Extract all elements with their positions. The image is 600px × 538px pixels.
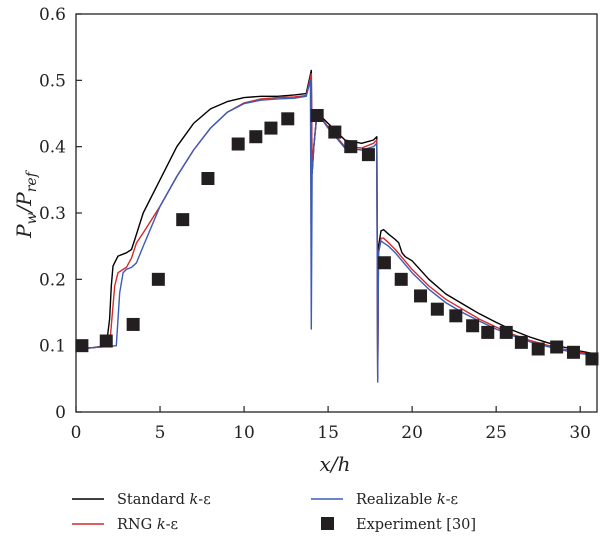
legend-label: Standard k-ε bbox=[117, 492, 211, 508]
legend-label: Realizable k-ε bbox=[356, 492, 458, 508]
x-tick-label: 20 bbox=[401, 423, 423, 443]
legend: Standard k-ε RNG k-ε Realizable k-ε Experim… bbox=[72, 492, 476, 533]
experiment-point bbox=[566, 345, 580, 359]
experiment-point bbox=[361, 148, 375, 162]
y-axis-label: Pw/Pref bbox=[12, 169, 40, 239]
experiment-point bbox=[449, 309, 463, 323]
experiment-point bbox=[249, 130, 263, 144]
x-tick-label: 10 bbox=[233, 423, 255, 443]
y-axis-label-sub-w: w bbox=[24, 212, 40, 224]
experiment-point bbox=[201, 172, 215, 186]
legend-item-3: Experiment [30] bbox=[321, 517, 476, 533]
x-tick-label: 0 bbox=[71, 423, 82, 443]
y-tick-label: 0.2 bbox=[39, 270, 66, 290]
legend-label: RNG k-ε bbox=[117, 517, 178, 533]
experiment-point bbox=[430, 302, 444, 316]
experiment-point bbox=[466, 319, 480, 333]
experiment-point bbox=[231, 137, 245, 151]
experiment-point bbox=[394, 272, 408, 286]
experiment-point bbox=[176, 213, 190, 227]
y-tick-label: 0.5 bbox=[39, 71, 66, 91]
x-tick-label: 5 bbox=[155, 423, 166, 443]
experiment-point bbox=[126, 317, 140, 331]
y-axis-label-base: P bbox=[12, 224, 36, 239]
plot-frame bbox=[75, 13, 598, 413]
y-axis-label-slash: /P bbox=[12, 192, 36, 215]
experiment-point bbox=[414, 289, 428, 303]
y-axis-label-sub-ref: ref bbox=[24, 169, 40, 192]
experiment-point bbox=[377, 256, 391, 270]
x-axis-ticks: 0 5 10 15 20 25 30 bbox=[71, 406, 591, 443]
legend-item-0: Standard k-ε bbox=[72, 492, 211, 508]
y-axis-ticks: 0 0.1 0.2 0.3 0.4 0.5 0.6 bbox=[39, 5, 82, 423]
experiment-point bbox=[99, 334, 113, 348]
y-tick-label: 0.3 bbox=[39, 204, 66, 224]
experiment-point bbox=[264, 121, 278, 135]
y-tick-label: 0.4 bbox=[39, 138, 66, 158]
experiment-point bbox=[328, 125, 342, 139]
legend-item-2: Realizable k-ε bbox=[311, 492, 458, 508]
experiment-point bbox=[499, 325, 513, 339]
experiment-point bbox=[585, 352, 599, 366]
series-line-0 bbox=[75, 69, 598, 380]
x-axis-label: x/h bbox=[320, 452, 351, 476]
experiment-point bbox=[514, 335, 528, 349]
x-tick-label: 25 bbox=[485, 423, 507, 443]
y-tick-label: 0.1 bbox=[39, 337, 66, 357]
experiment-point bbox=[531, 342, 545, 356]
y-tick-label: 0 bbox=[55, 403, 66, 423]
plot-series bbox=[75, 69, 599, 383]
x-tick-label: 30 bbox=[569, 423, 591, 443]
legend-swatch bbox=[321, 517, 334, 530]
legend-label: Experiment [30] bbox=[356, 517, 476, 533]
experiment-point bbox=[550, 340, 564, 354]
experiment-point bbox=[151, 272, 165, 286]
experiment-point bbox=[344, 140, 358, 154]
legend-item-1: RNG k-ε bbox=[72, 517, 178, 533]
x-tick-label: 15 bbox=[317, 423, 339, 443]
experiment-point bbox=[310, 108, 324, 122]
experiment-point bbox=[481, 325, 495, 339]
experiment-point bbox=[281, 112, 295, 126]
y-tick-label: 0.6 bbox=[39, 5, 66, 25]
